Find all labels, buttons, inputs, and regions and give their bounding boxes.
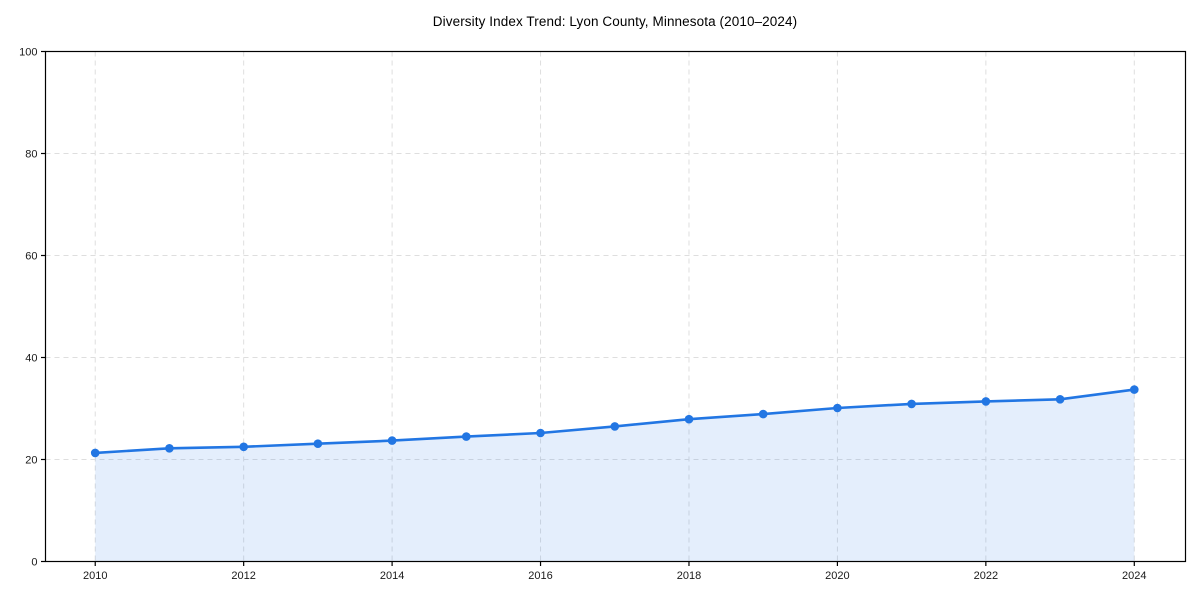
data-point: [907, 399, 916, 409]
chart-title: Diversity Index Trend: Lyon County, Minn…: [432, 14, 798, 29]
data-point: [313, 439, 323, 449]
data-point: [90, 448, 100, 458]
data-point: [239, 442, 248, 452]
data-point: [1055, 395, 1065, 404]
x-tick-label: 2020: [825, 570, 849, 582]
y-tick-label: 60: [25, 250, 37, 262]
data-point: [387, 436, 397, 445]
data-point: [684, 414, 694, 424]
y-tick-label: 20: [25, 454, 37, 466]
y-tick-label: 0: [31, 556, 37, 568]
x-tick-label: 2012: [231, 570, 255, 582]
x-tick-label: 2014: [380, 570, 404, 582]
data-point: [1130, 385, 1139, 394]
x-tick-label: 2018: [677, 570, 701, 582]
x-tick-label: 2024: [1122, 570, 1146, 582]
data-point: [610, 422, 620, 431]
data-point: [758, 409, 768, 419]
y-tick-label: 40: [25, 352, 37, 364]
x-tick-label: 2022: [974, 570, 998, 582]
y-tick-label: 80: [25, 148, 37, 160]
plot-frame: [44, 50, 1187, 563]
data-point: [981, 397, 991, 406]
data-point: [536, 428, 545, 438]
data-point: [462, 432, 471, 441]
y-tick-label: 100: [19, 46, 37, 58]
x-tick-label: 2010: [83, 570, 107, 582]
data-point: [833, 403, 842, 413]
data-point: [165, 444, 174, 453]
x-tick-label: 2016: [528, 570, 552, 582]
area-fill: [95, 389, 1135, 562]
